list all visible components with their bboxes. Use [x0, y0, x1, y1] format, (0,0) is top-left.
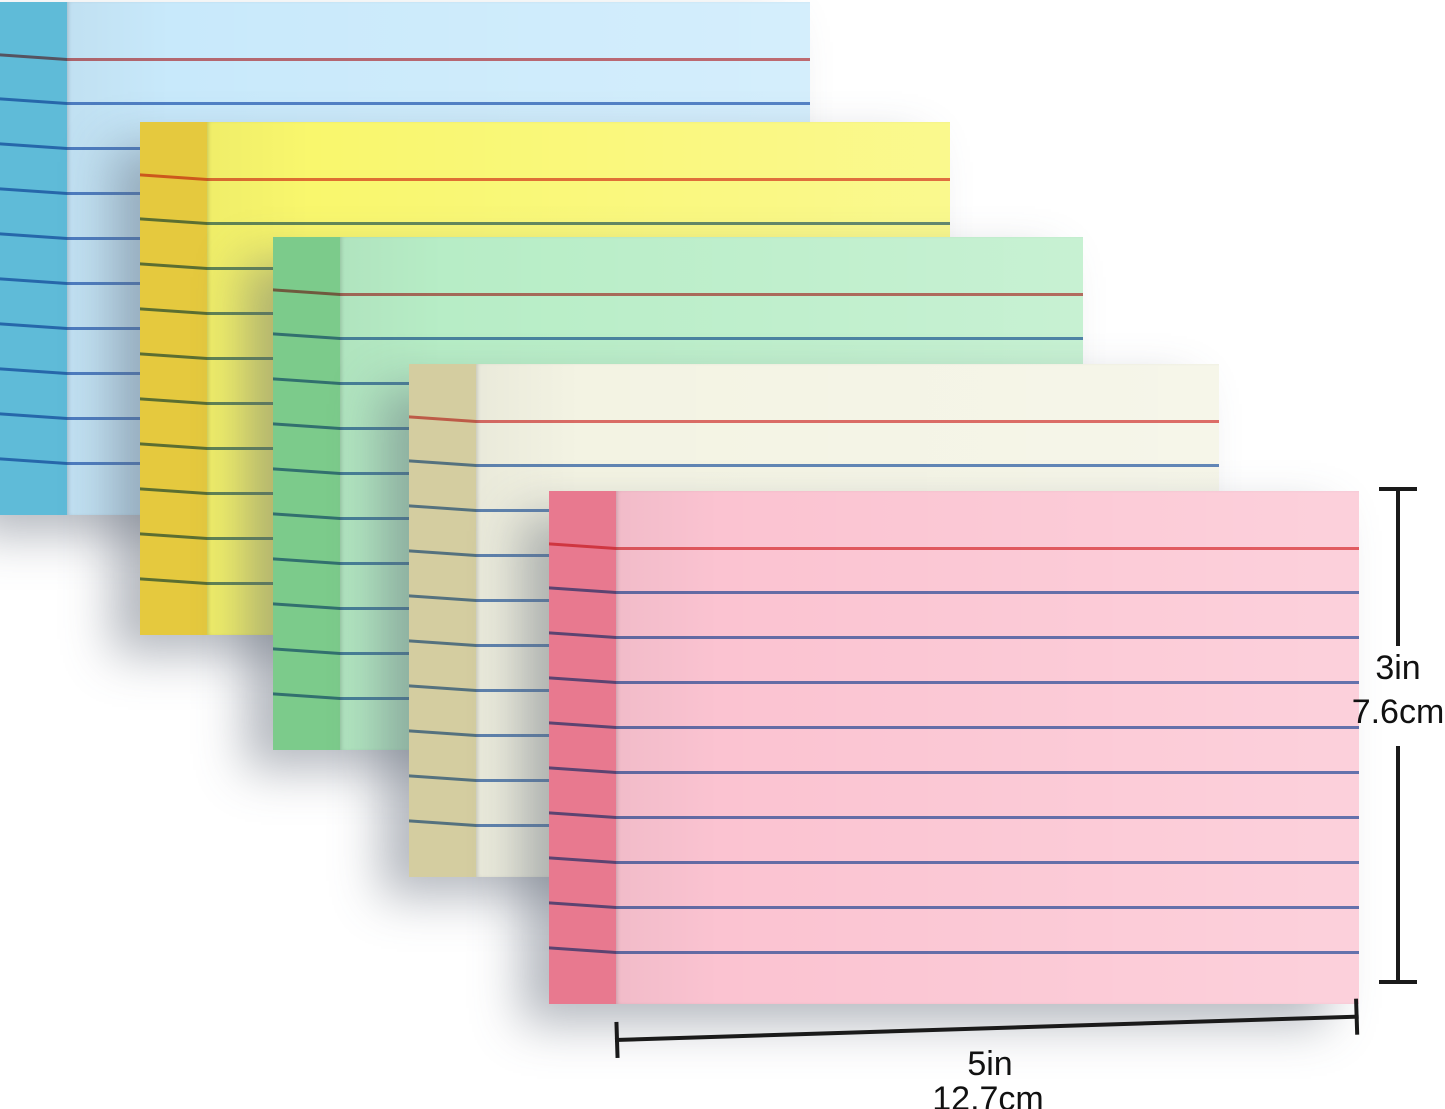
rule-line — [616, 861, 1359, 864]
width-dimension-line — [614, 1014, 1359, 1042]
index-card-stack-pink — [549, 491, 1359, 1004]
stack-side-edge-cream — [409, 364, 476, 877]
rule-line — [616, 681, 1359, 684]
rule-line — [616, 816, 1359, 819]
headline-rule — [207, 178, 950, 181]
rule-line — [616, 951, 1359, 954]
rule-line — [340, 337, 1083, 340]
stack-front-card-pink — [616, 491, 1359, 1004]
headline-rule — [340, 293, 1083, 296]
width-cm-label: 12.7cm — [932, 1080, 1044, 1109]
rule-line — [207, 222, 950, 225]
headline-rule — [67, 58, 810, 61]
headline-rule — [616, 547, 1359, 550]
height-dimension-bottom-cap — [1379, 980, 1417, 984]
rule-line — [616, 636, 1359, 639]
stack-side-edge-yellow — [140, 122, 207, 635]
width-inches-label: 5in — [967, 1045, 1013, 1083]
stack-side-edge-pink — [549, 491, 616, 1004]
height-dimension-line — [1396, 746, 1400, 982]
stack-side-edge-blue — [0, 2, 67, 515]
width-dimension-right-cap — [1354, 998, 1360, 1035]
height-cm-label: 7.6cm — [1351, 693, 1445, 731]
headline-rule — [476, 420, 1219, 423]
rule-line — [616, 771, 1359, 774]
height-dimension-line — [1396, 489, 1400, 646]
height-dimension-labels: 3in 7.6cm — [1332, 646, 1445, 734]
rule-line — [616, 591, 1359, 594]
rule-line — [476, 464, 1219, 467]
stack-side-edge-green — [273, 237, 340, 750]
rule-line — [616, 906, 1359, 909]
rule-line — [616, 726, 1359, 729]
height-inches-label: 3in — [1375, 649, 1421, 687]
rule-line — [67, 102, 810, 105]
